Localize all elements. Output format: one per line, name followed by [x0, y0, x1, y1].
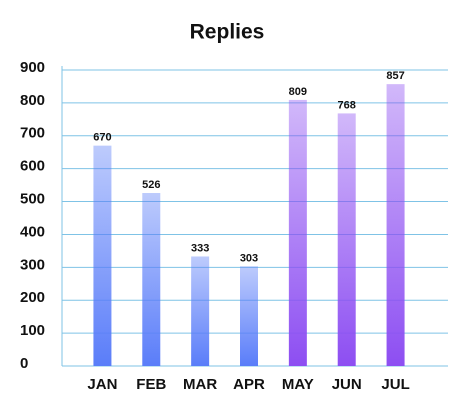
- bar: [240, 266, 258, 366]
- bar: [288, 99, 307, 366]
- chart-title: Replies: [190, 21, 265, 44]
- x-tick-label: APR: [233, 376, 265, 393]
- bar: [386, 84, 405, 367]
- y-tick-label: 500: [20, 191, 45, 208]
- x-tick-label: JUN: [332, 376, 362, 393]
- y-tick-label: 600: [20, 158, 45, 175]
- x-tick-label: JUL: [381, 376, 409, 393]
- bar: [191, 256, 210, 366]
- value-label: 857: [386, 70, 404, 82]
- value-label: 670: [93, 132, 111, 144]
- value-label: 809: [289, 86, 307, 98]
- y-tick-label: 300: [20, 256, 45, 273]
- value-label: 303: [240, 252, 258, 264]
- y-tick-label: 400: [20, 223, 45, 240]
- y-tick-label: 0: [20, 355, 28, 372]
- x-tick-label: MAR: [183, 376, 217, 393]
- bar: [142, 193, 161, 366]
- x-tick-label: JAN: [87, 376, 117, 393]
- x-tick-label: MAY: [282, 376, 314, 393]
- y-tick-label: 100: [20, 322, 45, 339]
- y-tick-label: 700: [20, 125, 45, 142]
- y-tick-label: 200: [20, 289, 45, 306]
- y-tick-label: 800: [20, 92, 45, 109]
- value-label: 526: [142, 179, 160, 191]
- value-label: 333: [191, 242, 209, 254]
- bar: [337, 113, 356, 366]
- x-tick-label: FEB: [136, 376, 166, 393]
- bar: [93, 145, 112, 366]
- value-label: 768: [338, 99, 356, 111]
- y-tick-label: 900: [20, 59, 45, 76]
